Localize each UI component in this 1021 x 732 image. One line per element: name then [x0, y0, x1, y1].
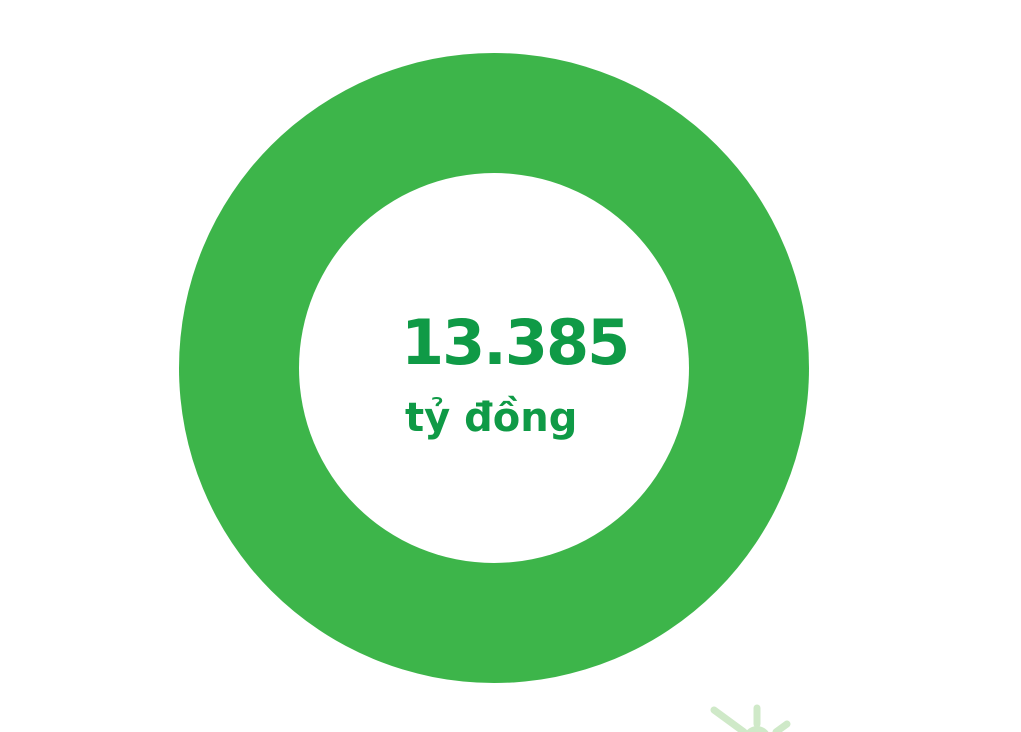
donut-hole [299, 173, 689, 563]
sun-burst-icon [700, 696, 800, 732]
center-value-label: 13.385 [401, 306, 630, 379]
center-unit-label: tỷ đồng [405, 395, 578, 441]
